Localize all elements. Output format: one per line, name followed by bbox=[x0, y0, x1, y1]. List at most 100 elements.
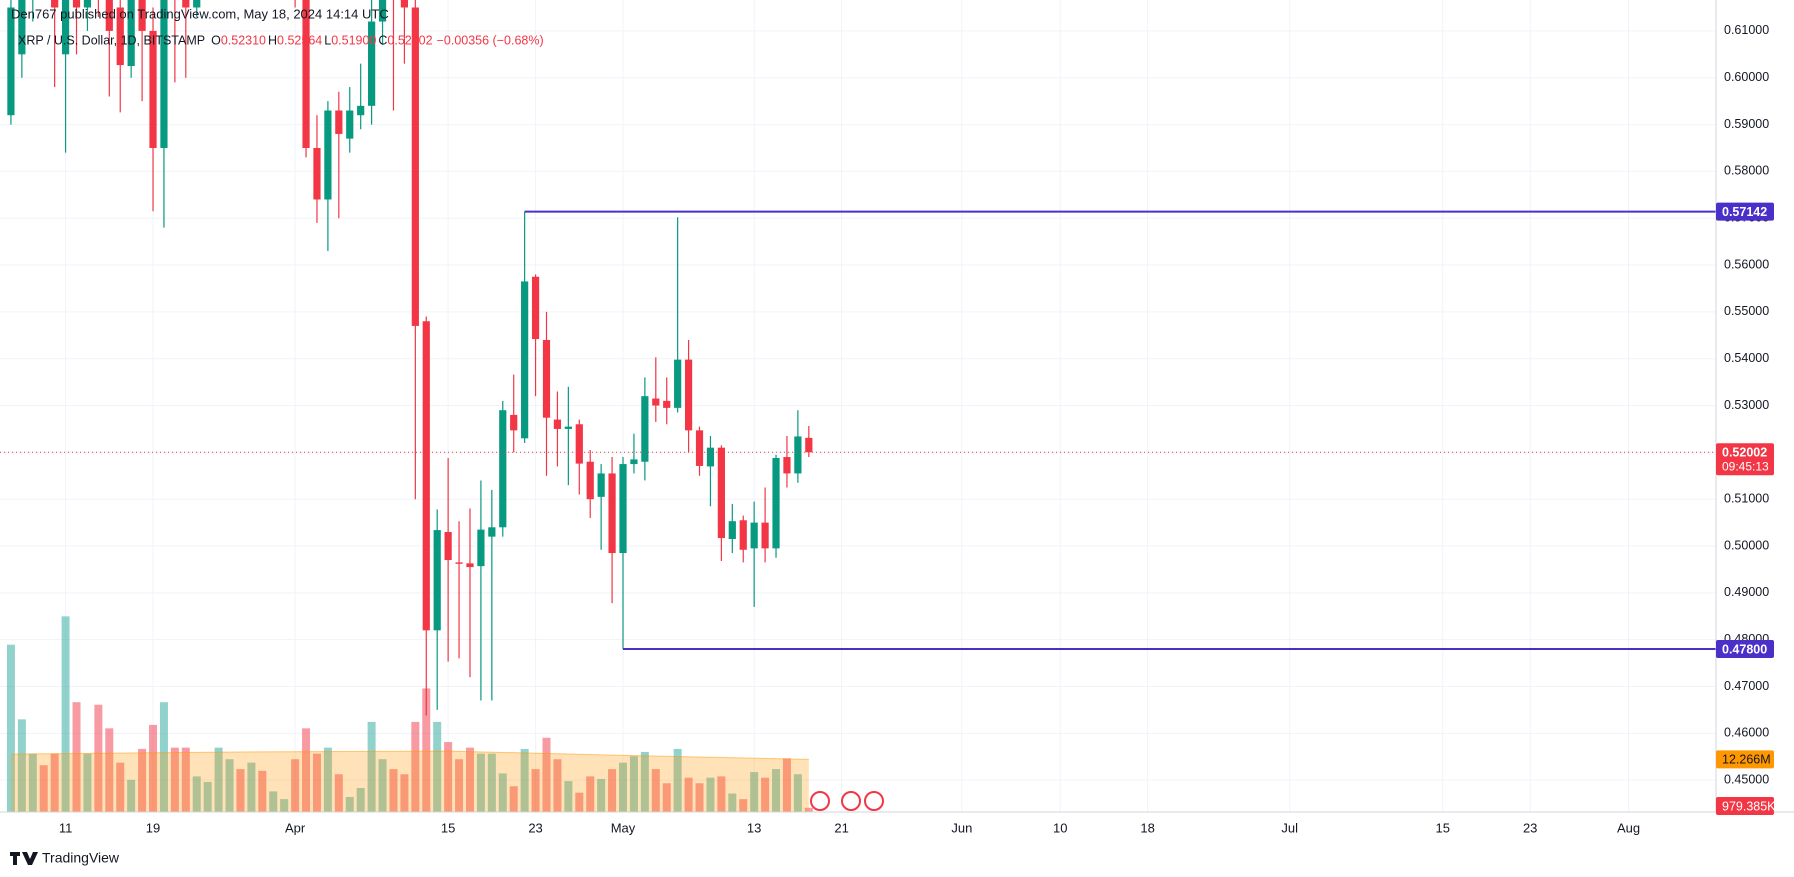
candle-body bbox=[368, 21, 376, 106]
volume-bar bbox=[280, 799, 289, 812]
volume-bar bbox=[684, 777, 693, 812]
legend-key: L bbox=[324, 33, 331, 47]
volume-bar bbox=[586, 776, 595, 812]
legend-change: −0.00356 (−0.68%) bbox=[437, 33, 544, 47]
candle-body bbox=[641, 396, 649, 462]
candle-body bbox=[783, 457, 791, 474]
volume-bar bbox=[28, 753, 37, 812]
legend-value: 0.52310 bbox=[221, 33, 266, 47]
candle-body bbox=[706, 447, 715, 467]
candle-body bbox=[553, 419, 562, 429]
x-tick-label: 19 bbox=[146, 820, 160, 835]
volume-bar bbox=[116, 762, 125, 812]
volume-bar bbox=[662, 783, 671, 812]
volume-bar bbox=[312, 753, 321, 812]
volume-bar bbox=[291, 759, 300, 812]
candle-body bbox=[61, 0, 70, 55]
x-tick-label: Aug bbox=[1617, 820, 1640, 835]
volume-bar bbox=[17, 719, 26, 812]
volume-bar bbox=[236, 769, 245, 812]
candle-body bbox=[411, 7, 419, 326]
y-tick-label: 0.46000 bbox=[1724, 726, 1769, 740]
candle-body bbox=[302, 0, 310, 148]
volume-bar bbox=[487, 753, 496, 812]
x-tick-label: Jul bbox=[1281, 820, 1298, 835]
candle-body bbox=[695, 430, 704, 466]
candle-body bbox=[7, 7, 15, 116]
volume-bar bbox=[520, 748, 529, 812]
candle-body bbox=[597, 473, 605, 497]
volume-pane bbox=[6, 616, 813, 812]
candle-body bbox=[18, 0, 26, 55]
volume-bar bbox=[378, 759, 387, 812]
candle-body bbox=[739, 520, 747, 550]
volume-bar bbox=[509, 786, 518, 812]
candle-body bbox=[182, 0, 190, 8]
candles bbox=[7, 0, 813, 716]
candle-body bbox=[663, 400, 671, 408]
level-tag-label: 0.47800 bbox=[1722, 642, 1767, 656]
candle-body bbox=[105, 0, 113, 31]
volume-bar bbox=[444, 742, 453, 812]
volume-bar bbox=[761, 777, 770, 812]
event-flag[interactable] bbox=[864, 791, 884, 811]
volume-bar bbox=[367, 721, 376, 812]
y-tick-label: 0.50000 bbox=[1724, 538, 1769, 552]
header: Den767 published on TradingView.com, May… bbox=[11, 6, 389, 21]
volume-bar bbox=[225, 759, 234, 812]
volume-bar bbox=[356, 787, 365, 812]
volume-ma-area bbox=[10, 751, 809, 812]
candle-body bbox=[116, 7, 124, 66]
volume-bar bbox=[247, 762, 256, 812]
volume-bar bbox=[105, 728, 114, 812]
volume-bar bbox=[334, 774, 343, 812]
volume-bar bbox=[728, 793, 737, 812]
x-tick-label: 23 bbox=[528, 820, 542, 835]
candle-body bbox=[521, 281, 529, 439]
volume-bar bbox=[214, 747, 223, 812]
level-tag-label: 0.57142 bbox=[1722, 205, 1767, 219]
volume-bar bbox=[651, 769, 660, 812]
volume-bar bbox=[564, 781, 573, 812]
candle-body bbox=[575, 424, 583, 464]
candle-body bbox=[455, 562, 463, 564]
candle-body bbox=[586, 461, 594, 500]
volume-ma-tag bbox=[1716, 750, 1774, 769]
candle-body bbox=[761, 522, 769, 549]
candle-body bbox=[564, 426, 572, 429]
candle-body bbox=[750, 522, 758, 549]
overlays bbox=[0, 210, 1716, 651]
volume-bar bbox=[39, 765, 48, 812]
volume-bar bbox=[706, 777, 715, 812]
candle-body bbox=[608, 473, 616, 554]
volume-bar bbox=[400, 774, 409, 812]
event-flag[interactable] bbox=[810, 791, 830, 811]
x-tick-label: 23 bbox=[1523, 820, 1537, 835]
event-flag[interactable] bbox=[841, 791, 861, 811]
candle-body bbox=[542, 339, 551, 418]
candle-body bbox=[138, 0, 146, 31]
volume-bar bbox=[465, 747, 474, 812]
candle-body bbox=[422, 321, 430, 631]
volume-bar bbox=[608, 769, 617, 812]
candle-body bbox=[72, 0, 81, 8]
level-tag bbox=[1716, 640, 1774, 659]
x-tick-label: 21 bbox=[834, 820, 848, 835]
y-tick-label: 0.56000 bbox=[1724, 257, 1769, 271]
volume-bar bbox=[455, 759, 464, 812]
volume-bar bbox=[422, 688, 431, 812]
candle-body bbox=[160, 0, 168, 148]
candle-body bbox=[794, 436, 802, 474]
volume-bar bbox=[94, 704, 103, 812]
candle-body bbox=[378, 0, 387, 22]
volume-bar bbox=[411, 721, 420, 812]
candle-body bbox=[51, 0, 59, 8]
level-tag bbox=[1716, 202, 1774, 221]
volume-bar bbox=[804, 807, 813, 812]
volume-bar bbox=[433, 721, 442, 812]
y-tick-label: 0.54000 bbox=[1724, 351, 1769, 365]
y-tick-label: 0.53000 bbox=[1724, 398, 1769, 412]
volume-bar bbox=[695, 783, 704, 812]
